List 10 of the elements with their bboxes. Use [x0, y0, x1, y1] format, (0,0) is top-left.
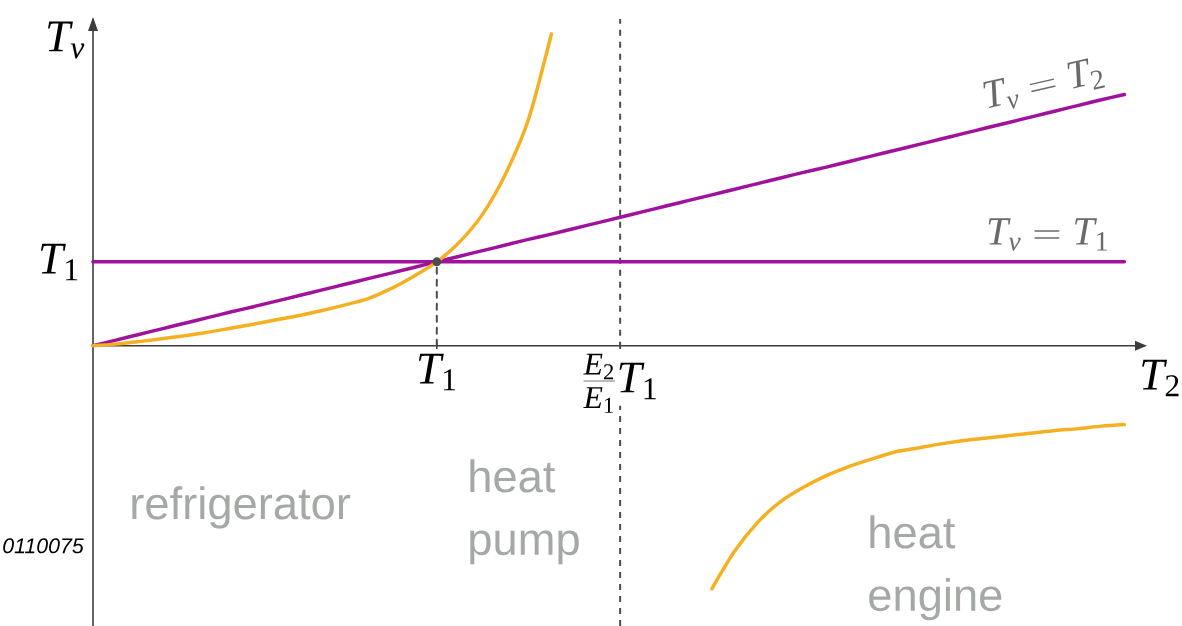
x-tick-label: $\frac{E_2}{E_1}T_1$	[583, 353, 656, 413]
annotation: heat pump	[470, 459, 579, 565]
series-label: $T_v = T_2$	[983, 58, 1105, 109]
text: $T_1$	[40, 243, 78, 281]
text: 0110075	[3, 538, 84, 554]
annotation: heat engine	[869, 515, 1002, 621]
x-axis-title: $T_2$	[1142, 359, 1179, 397]
y-axis-title: $T_v$	[48, 21, 85, 59]
series-label: $T_v = T_1$	[988, 218, 1107, 251]
annotation: refrigerator	[132, 486, 351, 529]
